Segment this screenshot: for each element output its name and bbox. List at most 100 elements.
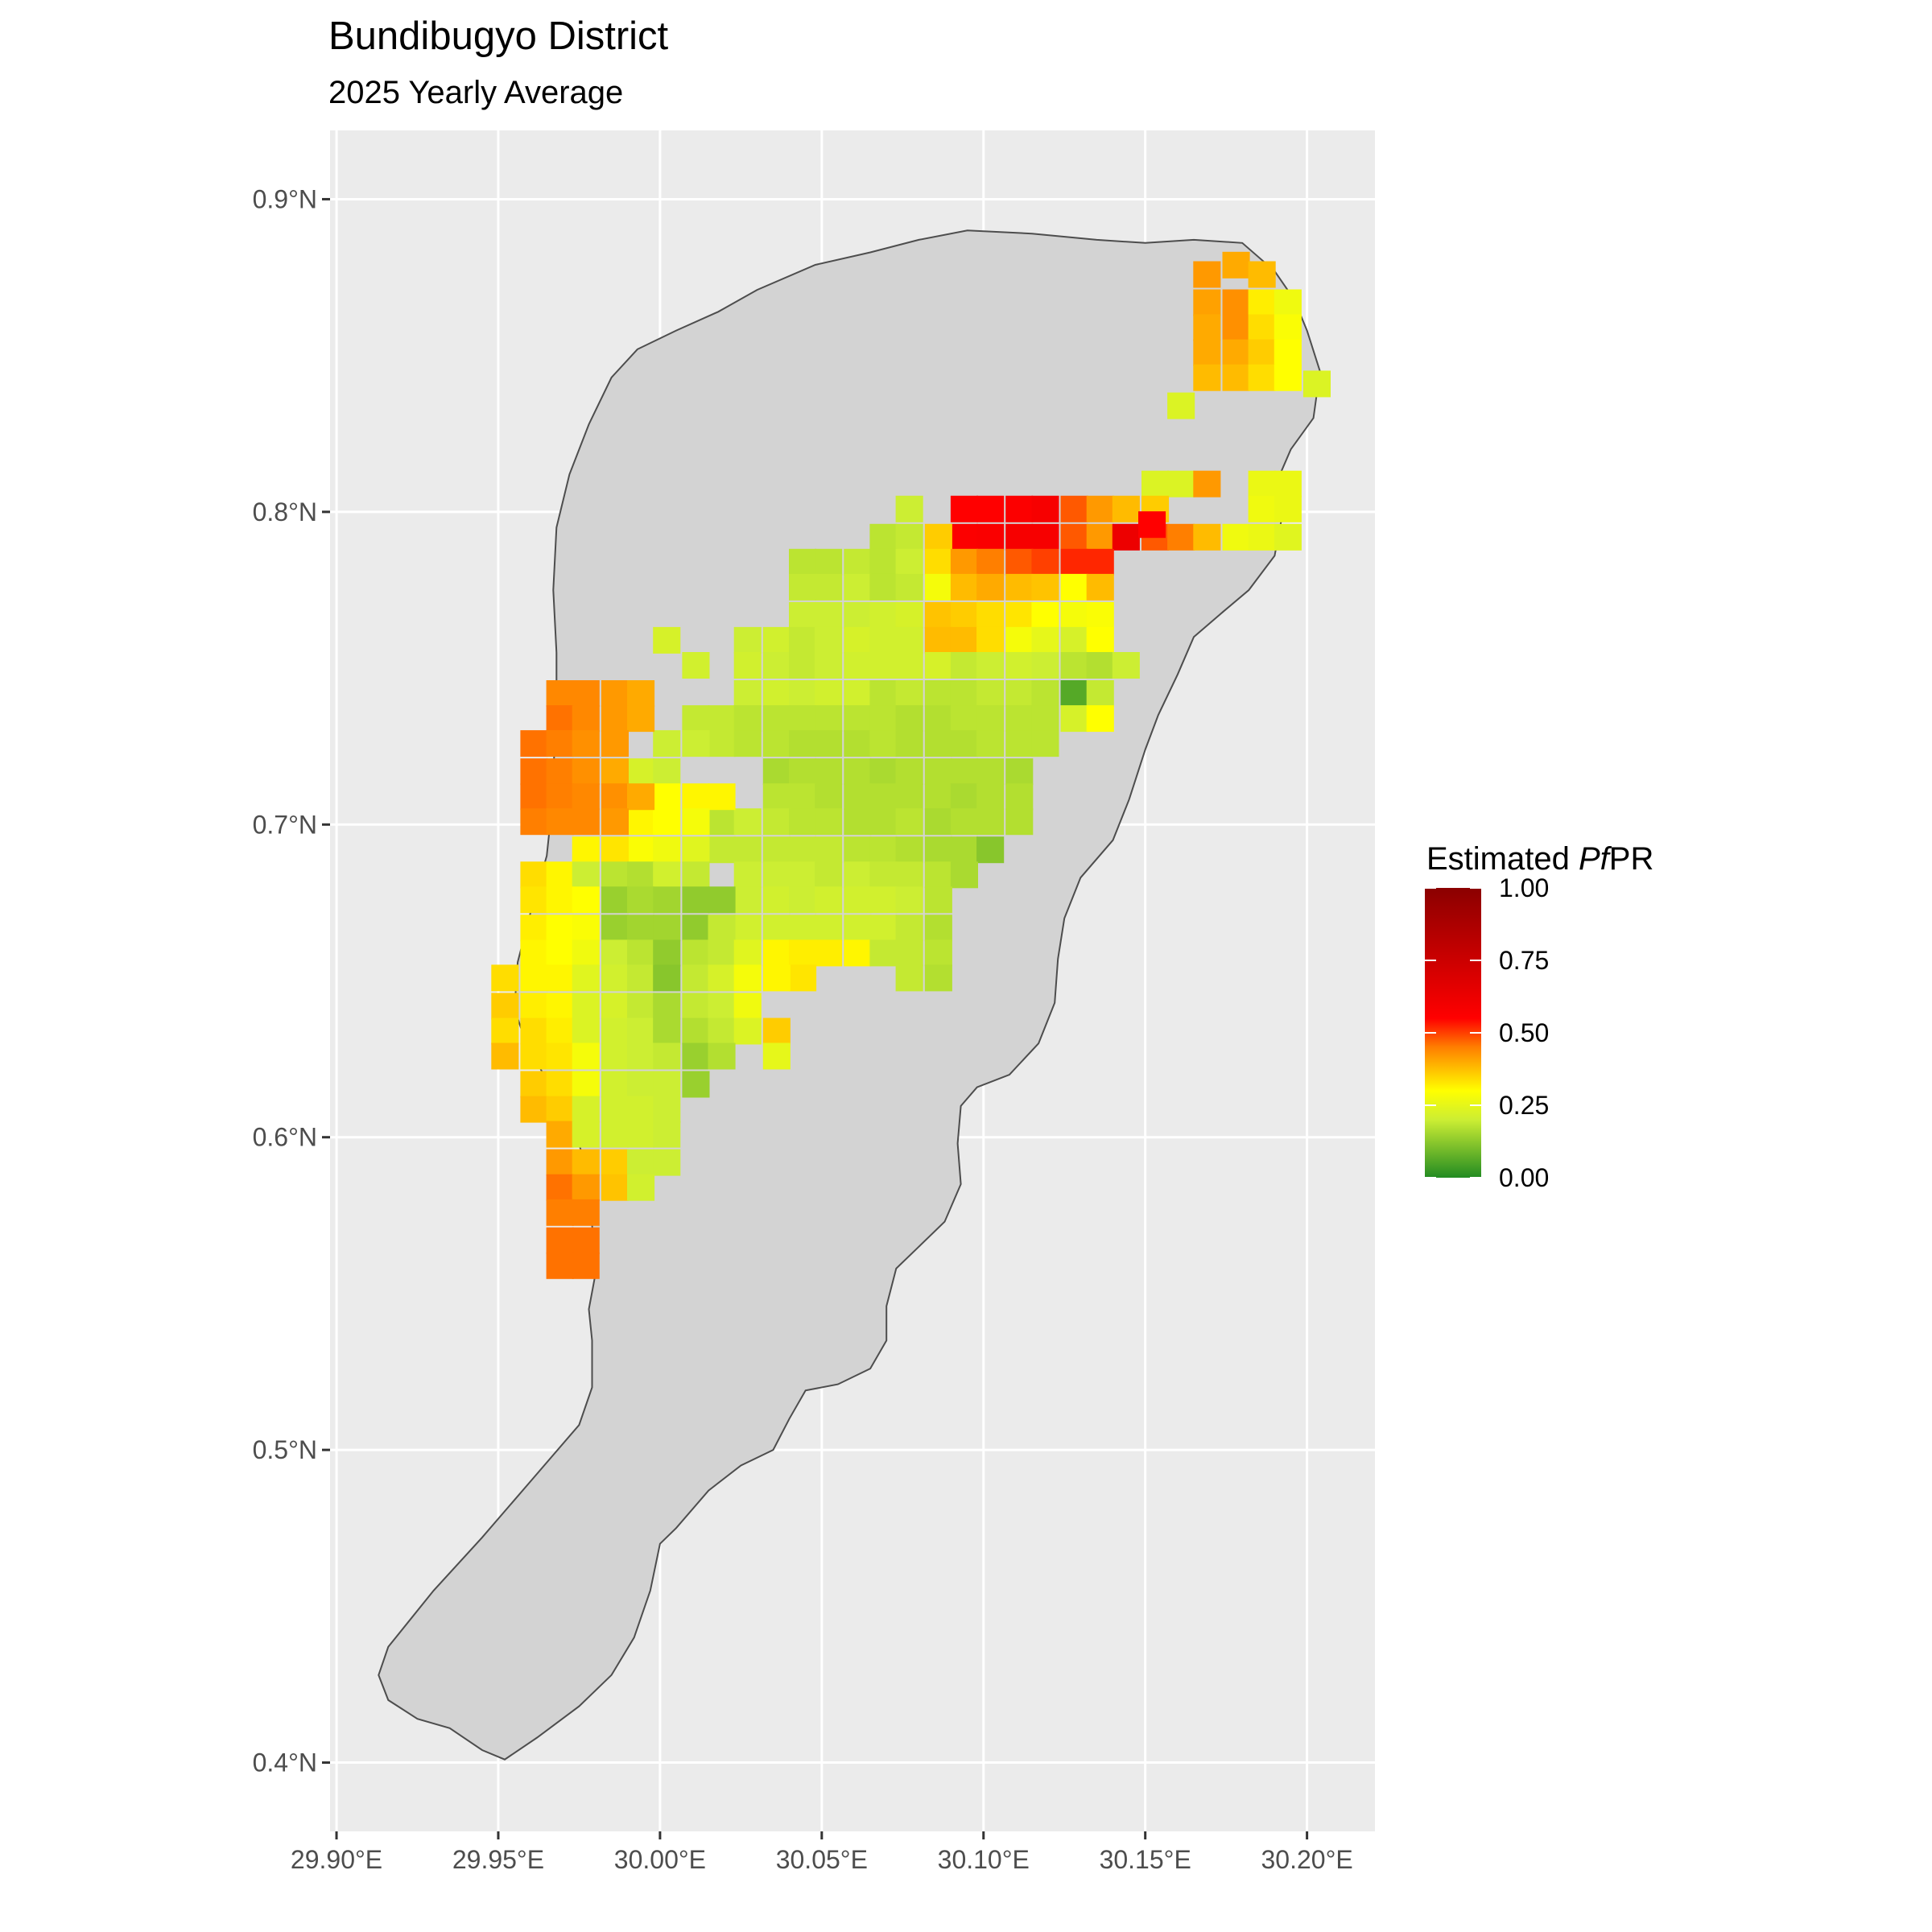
- pfpr-cell: [1005, 601, 1034, 629]
- pfpr-cell: [682, 836, 710, 864]
- pfpr-cell: [924, 523, 952, 551]
- pfpr-cell: [601, 861, 629, 889]
- pfpr-cell: [844, 626, 872, 654]
- pfpr-cell: [733, 993, 762, 1020]
- pfpr-cell: [950, 758, 978, 786]
- pfpr-cell: [520, 914, 548, 942]
- pfpr-cell: [762, 886, 791, 914]
- pfpr-cell: [976, 573, 1005, 601]
- pfpr-cell: [1248, 364, 1276, 391]
- pfpr-cell: [976, 758, 1005, 786]
- pfpr-cell: [976, 601, 1005, 629]
- pfpr-cell: [1060, 601, 1088, 629]
- pfpr-cell: [572, 1071, 600, 1098]
- pfpr-cell: [815, 861, 843, 889]
- pfpr-cell: [895, 861, 923, 889]
- pfpr-cell: [627, 783, 655, 811]
- pfpr-cell: [627, 705, 655, 733]
- pfpr-cell: [653, 1149, 681, 1176]
- pfpr-cell: [1222, 364, 1250, 391]
- pfpr-cell: [844, 886, 872, 914]
- pfpr-cell: [1005, 758, 1034, 786]
- pfpr-cell: [601, 758, 629, 786]
- pfpr-cell: [1005, 783, 1034, 811]
- pfpr-cell: [815, 573, 843, 601]
- pfpr-cell: [1060, 523, 1088, 551]
- y-tick-label: 0.7°N: [253, 810, 317, 839]
- pfpr-cell: [1193, 470, 1221, 497]
- pfpr-cell: [1112, 523, 1140, 551]
- pfpr-cell: [601, 1174, 629, 1201]
- legend-title: Estimated PfPR: [1426, 841, 1653, 877]
- pfpr-cell: [546, 758, 574, 786]
- pfpr-cell: [924, 548, 952, 576]
- pfpr-cell: [682, 993, 710, 1020]
- pfpr-cell: [762, 914, 791, 942]
- pfpr-cell: [653, 783, 681, 811]
- pfpr-cell: [520, 886, 548, 914]
- pfpr-cell: [627, 758, 655, 786]
- pfpr-cell: [895, 836, 923, 864]
- pfpr-cell: [653, 861, 681, 889]
- pfpr-cell: [976, 495, 1005, 522]
- pfpr-cell: [682, 1018, 710, 1045]
- pfpr-cell: [601, 836, 629, 864]
- y-tick-label: 0.9°N: [253, 184, 317, 213]
- pfpr-cell: [950, 783, 978, 811]
- pfpr-cell: [653, 730, 681, 758]
- pfpr-cell: [762, 758, 791, 786]
- pfpr-cell: [1086, 573, 1114, 601]
- pfpr-cell: [1167, 470, 1195, 497]
- pfpr-cell: [815, 836, 843, 864]
- pfpr-cell: [546, 783, 574, 811]
- pfpr-cell: [708, 993, 736, 1020]
- pfpr-cell: [520, 1096, 548, 1123]
- pfpr-cell: [1274, 364, 1302, 391]
- legend-label: 0.25: [1499, 1091, 1549, 1120]
- pfpr-cell: [1138, 511, 1166, 539]
- pfpr-cell: [708, 914, 736, 942]
- pfpr-cell: [895, 808, 923, 836]
- pfpr-cell: [520, 808, 548, 836]
- pfpr-cell: [520, 993, 548, 1020]
- pfpr-cell: [844, 836, 872, 864]
- pfpr-cell: [546, 730, 574, 758]
- pfpr-cell: [844, 783, 872, 811]
- pfpr-cell: [627, 886, 655, 914]
- pfpr-cell: [572, 861, 600, 889]
- pfpr-cell: [682, 964, 710, 992]
- x-tick-label: 30.00°E: [614, 1845, 706, 1874]
- pfpr-cell: [815, 939, 843, 967]
- pfpr-cell: [733, 914, 762, 942]
- pfpr-cell: [572, 1199, 600, 1226]
- pfpr-cell: [895, 730, 923, 758]
- x-tick-label: 30.15°E: [1100, 1845, 1191, 1874]
- pfpr-cell: [627, 914, 655, 942]
- pfpr-cell: [572, 808, 600, 836]
- pfpr-cell: [815, 758, 843, 786]
- pfpr-cell: [520, 783, 548, 811]
- pfpr-cell: [1274, 314, 1302, 341]
- pfpr-cell: [1302, 370, 1331, 398]
- pfpr-cell: [682, 914, 710, 942]
- pfpr-cell: [572, 1042, 600, 1070]
- pfpr-cell: [1031, 573, 1059, 601]
- pfpr-cell: [1248, 261, 1276, 288]
- pfpr-cell: [1112, 495, 1140, 522]
- pfpr-cell: [708, 1018, 736, 1045]
- pfpr-cells: [491, 251, 1331, 1279]
- pfpr-cell: [1086, 495, 1114, 522]
- pfpr-cell: [895, 680, 923, 707]
- legend-label: 1.00: [1499, 873, 1549, 902]
- pfpr-cell: [895, 914, 923, 942]
- pfpr-cell: [708, 730, 736, 758]
- pfpr-cell: [546, 1018, 574, 1045]
- pfpr-cell: [520, 1042, 548, 1070]
- pfpr-cell: [869, 730, 898, 758]
- pfpr-cell: [1274, 523, 1302, 551]
- pfpr-cell: [924, 861, 952, 889]
- pfpr-cell: [950, 861, 978, 889]
- pfpr-cell: [869, 680, 898, 707]
- pfpr-cell: [627, 861, 655, 889]
- pfpr-cell: [815, 680, 843, 707]
